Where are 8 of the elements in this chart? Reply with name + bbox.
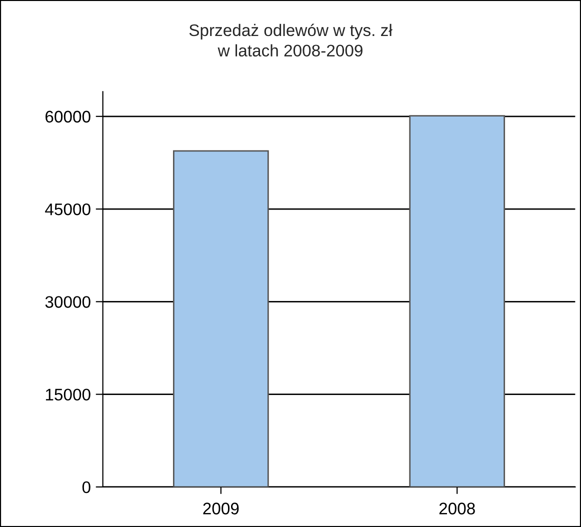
x-tick-label: 2008: [439, 502, 475, 514]
y-tick-label: 30000: [45, 296, 90, 308]
y-tick-label: 60000: [46, 110, 90, 123]
y-tick-label: 15000: [46, 388, 90, 401]
y-tick-label: 0: [82, 481, 90, 494]
x-tick-label: 2009: [203, 502, 239, 514]
y-tick-label: 45000: [45, 203, 90, 216]
chart-title: Sprzedaż odlewów w tys. zł w latach 2008-2009: [189, 24, 392, 57]
